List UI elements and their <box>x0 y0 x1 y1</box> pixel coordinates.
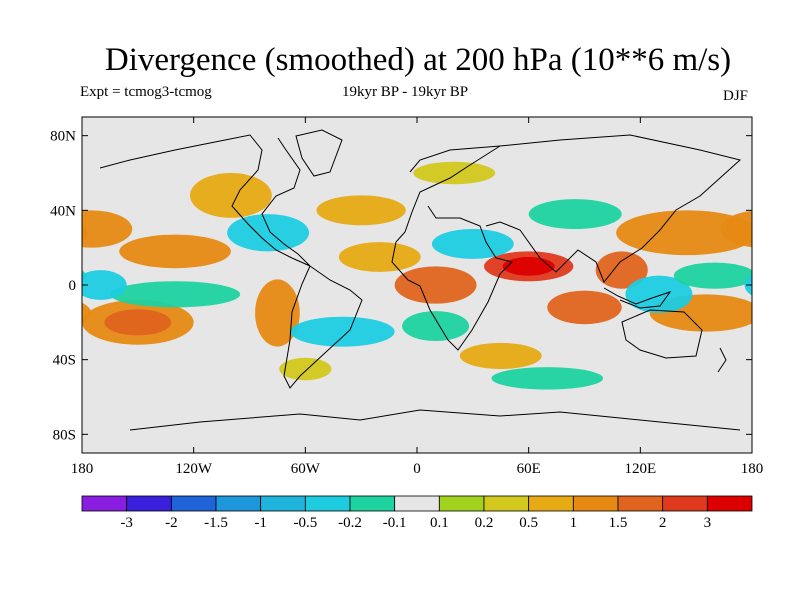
colorbar-label: -0.1 <box>383 515 407 531</box>
coastline-north-america <box>99 134 311 267</box>
colorbar-swatch <box>617 495 664 512</box>
lon-tick-label: 60E <box>517 461 541 477</box>
colorbar-label: 3 <box>704 515 712 531</box>
colorbar-swatch <box>81 495 128 512</box>
lon-tick-label: 60W <box>291 461 321 477</box>
contour-region-22 <box>625 275 693 314</box>
colorbar-label: 0.2 <box>475 515 494 531</box>
coastline-south-america <box>283 265 363 389</box>
colorbar-swatch <box>304 495 351 512</box>
colorbar-swatch <box>170 495 217 512</box>
page-title: Divergence (smoothed) at 200 hPa (10**6 … <box>104 42 732 78</box>
coastline-australia <box>621 309 703 359</box>
lat-tick-label: 40N <box>50 203 76 219</box>
contour-region-18 <box>227 214 310 252</box>
contour-region-3 <box>547 290 622 325</box>
contour-region-23 <box>673 262 752 289</box>
contour-region-24 <box>109 281 241 308</box>
contour-region-19 <box>290 316 395 347</box>
colorbar-swatch <box>706 495 753 512</box>
season-label: DJF <box>723 88 749 104</box>
colorbar-label: -0.5 <box>293 515 317 531</box>
period-label: 19kyr BP - 19kyr BP <box>342 84 469 100</box>
colorbar-swatch <box>394 495 440 512</box>
contour-region-4 <box>595 251 648 289</box>
lat-tick-label: 80S <box>53 427 76 443</box>
lat-tick-label: 0 <box>69 278 77 294</box>
experiment-label: Expt = tcmog3-tcmog <box>80 84 212 100</box>
colorbar-label: 0.5 <box>519 515 538 531</box>
coastline-africa-europe <box>391 145 513 351</box>
contour-region-26 <box>491 367 604 390</box>
contour-region-13 <box>316 195 406 226</box>
lat-tick-label: 80N <box>50 129 76 145</box>
contour-region-28 <box>137 355 231 383</box>
colorbar-swatch <box>349 495 396 512</box>
contour-region-11 <box>82 210 133 248</box>
coastline-antarctica <box>129 409 741 431</box>
colorbar-label: -1 <box>254 515 267 531</box>
lat-tick-label: 40S <box>53 353 76 369</box>
divergence-contours <box>82 161 752 390</box>
contour-region-29 <box>82 161 127 185</box>
contour-region-15 <box>189 173 272 218</box>
contour-region-10 <box>119 234 231 269</box>
contour-region-25 <box>82 270 127 300</box>
contour-region-2 <box>394 266 477 304</box>
axis-ticks <box>81 117 753 453</box>
colorbar-label: -3 <box>120 515 133 531</box>
contour-region-9 <box>255 279 300 347</box>
lon-tick-label: 120E <box>624 461 656 477</box>
contour-region-8 <box>104 309 172 336</box>
colorbar-label: 1.5 <box>609 515 628 531</box>
colorbar-swatch <box>662 495 708 512</box>
coastline-asia <box>485 134 742 283</box>
lon-tick-label: 180 <box>71 461 94 477</box>
colorbar-swatch <box>483 495 530 512</box>
colorbar: -3 -2 -1.5 -1 -0.5 -0.2 -0.1 0.1 0.2 0.5 1 1.5 2 3 <box>81 495 753 531</box>
coastline-greenland <box>295 129 343 177</box>
colorbar-label: -2 <box>165 515 178 531</box>
contour-region-12 <box>459 342 542 369</box>
colorbar-label: 1 <box>570 515 578 531</box>
coastline-new-zealand <box>717 347 727 373</box>
coastline-maritime <box>603 287 672 309</box>
contour-region-5 <box>616 210 752 256</box>
colorbar-swatch <box>260 495 306 512</box>
contour-region-17 <box>279 357 332 381</box>
axis-tick-labels: 80N 40N 0 40S 80S 180 120W 60W 0 60E 120E 180 <box>50 129 763 477</box>
contour-region-27 <box>528 199 622 229</box>
colorbar-swatch <box>528 495 574 512</box>
colorbar-label: 2 <box>659 515 667 531</box>
colorbar-swatch <box>572 495 619 512</box>
contour-region-29-wrap <box>744 165 752 181</box>
colorbar-label: -1.5 <box>204 515 228 531</box>
contour-region-14 <box>338 242 421 272</box>
contour-region-16 <box>413 161 496 185</box>
contour-region-1 <box>502 257 555 276</box>
colorbar-swatch <box>126 495 172 512</box>
colorbar-label: -0.2 <box>338 515 362 531</box>
colorbar-label: 0.1 <box>430 515 449 531</box>
colorbar-swatch <box>215 495 262 512</box>
contour-region-11-wrap <box>720 210 752 248</box>
contour-region-20 <box>402 311 470 342</box>
lon-tick-label: 180 <box>741 461 764 477</box>
contour-region-21 <box>431 229 514 259</box>
lon-tick-label: 120W <box>175 461 213 477</box>
colorbar-swatch <box>438 495 485 512</box>
coastlines <box>99 129 742 431</box>
contour-region-6-wrap <box>82 302 92 324</box>
lon-tick-label: 0 <box>413 461 421 477</box>
